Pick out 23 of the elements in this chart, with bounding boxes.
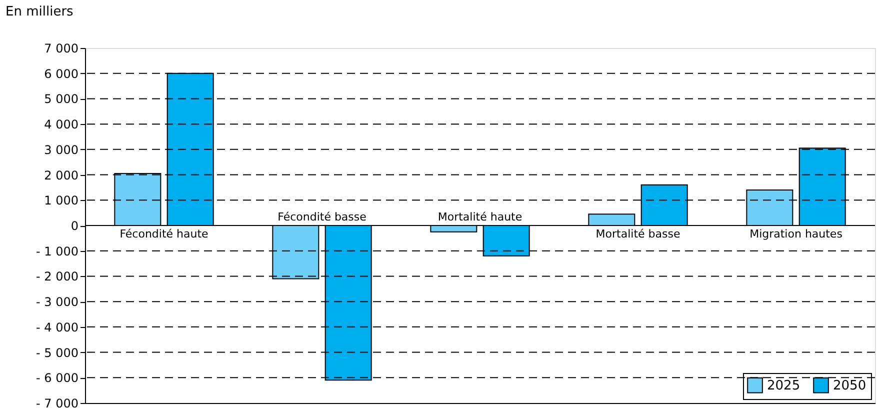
y-tick-label: 3 000 xyxy=(44,142,78,157)
legend-label: 2025 xyxy=(767,378,800,394)
y-tick-label: 1 000 xyxy=(44,194,78,208)
y-tick-label: 4 000 xyxy=(44,118,78,132)
y-tick-label: 2 000 xyxy=(44,168,78,182)
y-tick-label: - 6 000 xyxy=(36,371,78,386)
y-tick-label: 7 000 xyxy=(44,42,78,56)
y-tick-label: - 3 000 xyxy=(36,295,78,310)
y-tick-label: - 2 000 xyxy=(36,270,78,284)
y-tick-label: 0 xyxy=(70,219,78,233)
y-tick-label: - 5 000 xyxy=(36,346,78,360)
x-tick-label: Migration hautes xyxy=(750,228,843,240)
y-tick-label: 5 000 xyxy=(44,92,78,106)
y-tick-label: 6 000 xyxy=(44,66,78,81)
x-tick-label: Mortalité basse xyxy=(596,228,680,240)
y-axis-title: En milliers xyxy=(6,4,74,20)
x-tick-label: Mortalité haute xyxy=(438,210,522,224)
x-tick-label: Fécondité haute xyxy=(120,228,209,240)
y-tick-label: - 4 000 xyxy=(36,320,78,334)
y-tick-label: - 1 000 xyxy=(36,244,78,258)
x-tick-label: Fécondité basse xyxy=(278,210,367,224)
y-tick-label: - 7 000 xyxy=(36,396,78,410)
legend-label: 2050 xyxy=(833,378,866,394)
